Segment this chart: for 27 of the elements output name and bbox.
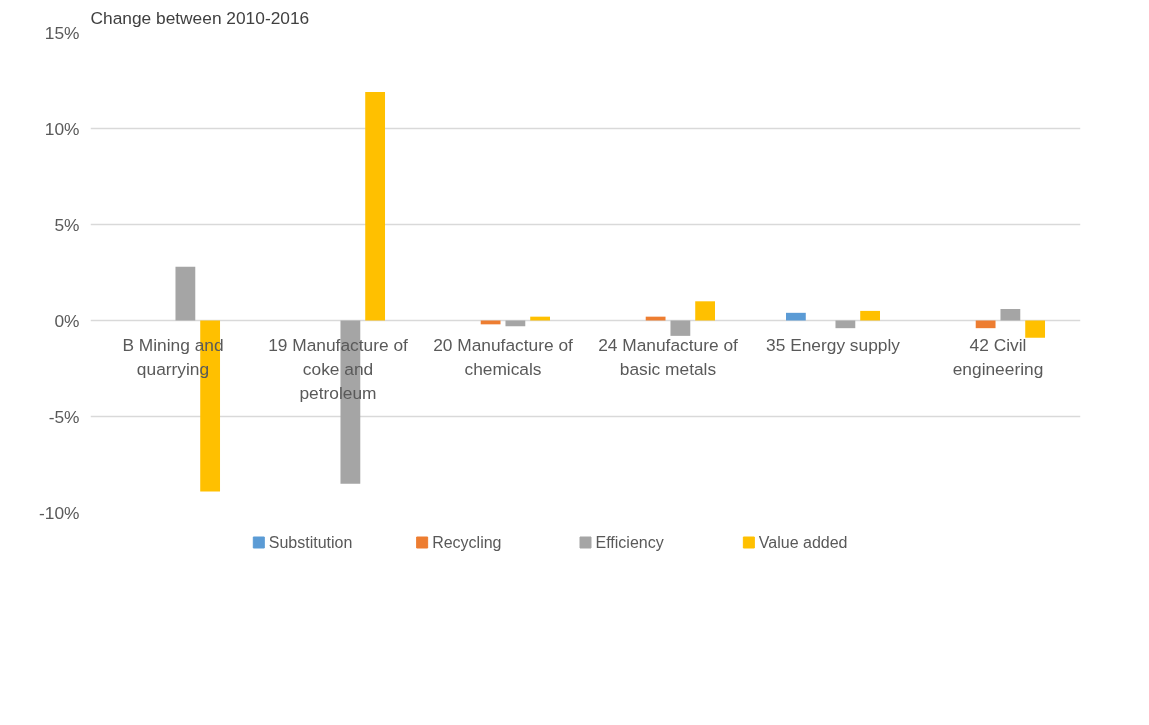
bar — [1000, 308, 1021, 321]
y-tick-label: 15% — [44, 22, 80, 43]
y-axis-title: Change between 2010-2016 — [90, 7, 310, 28]
legend-label: Value added — [758, 534, 848, 551]
bar — [530, 316, 551, 321]
y-tick-label: -5% — [48, 406, 80, 427]
bar — [695, 301, 716, 321]
bar — [645, 316, 666, 321]
x-tick-label: 20 Manufacture of chemicals — [433, 334, 574, 379]
legend-label: Efficiency — [595, 534, 664, 551]
y-tick-label: 0% — [54, 310, 80, 331]
y-tick-label: -10% — [39, 502, 80, 523]
bar — [975, 320, 996, 329]
legend-label: Recycling — [432, 534, 502, 551]
bar — [365, 92, 386, 321]
bar — [860, 310, 881, 321]
bar — [835, 320, 856, 329]
x-tick-label: 24 Manufacture of basic metals — [598, 334, 739, 379]
bar — [670, 320, 691, 336]
bar — [785, 312, 806, 321]
y-tick-label: 10% — [44, 118, 80, 139]
legend-label: Substitution — [268, 534, 353, 551]
y-tick-label: 5% — [54, 214, 80, 235]
bar — [1025, 320, 1046, 338]
x-tick-label: 35 Energy supply — [766, 334, 901, 355]
bar — [175, 266, 196, 321]
x-tick-label: 42 Civil engineering — [952, 334, 1044, 379]
